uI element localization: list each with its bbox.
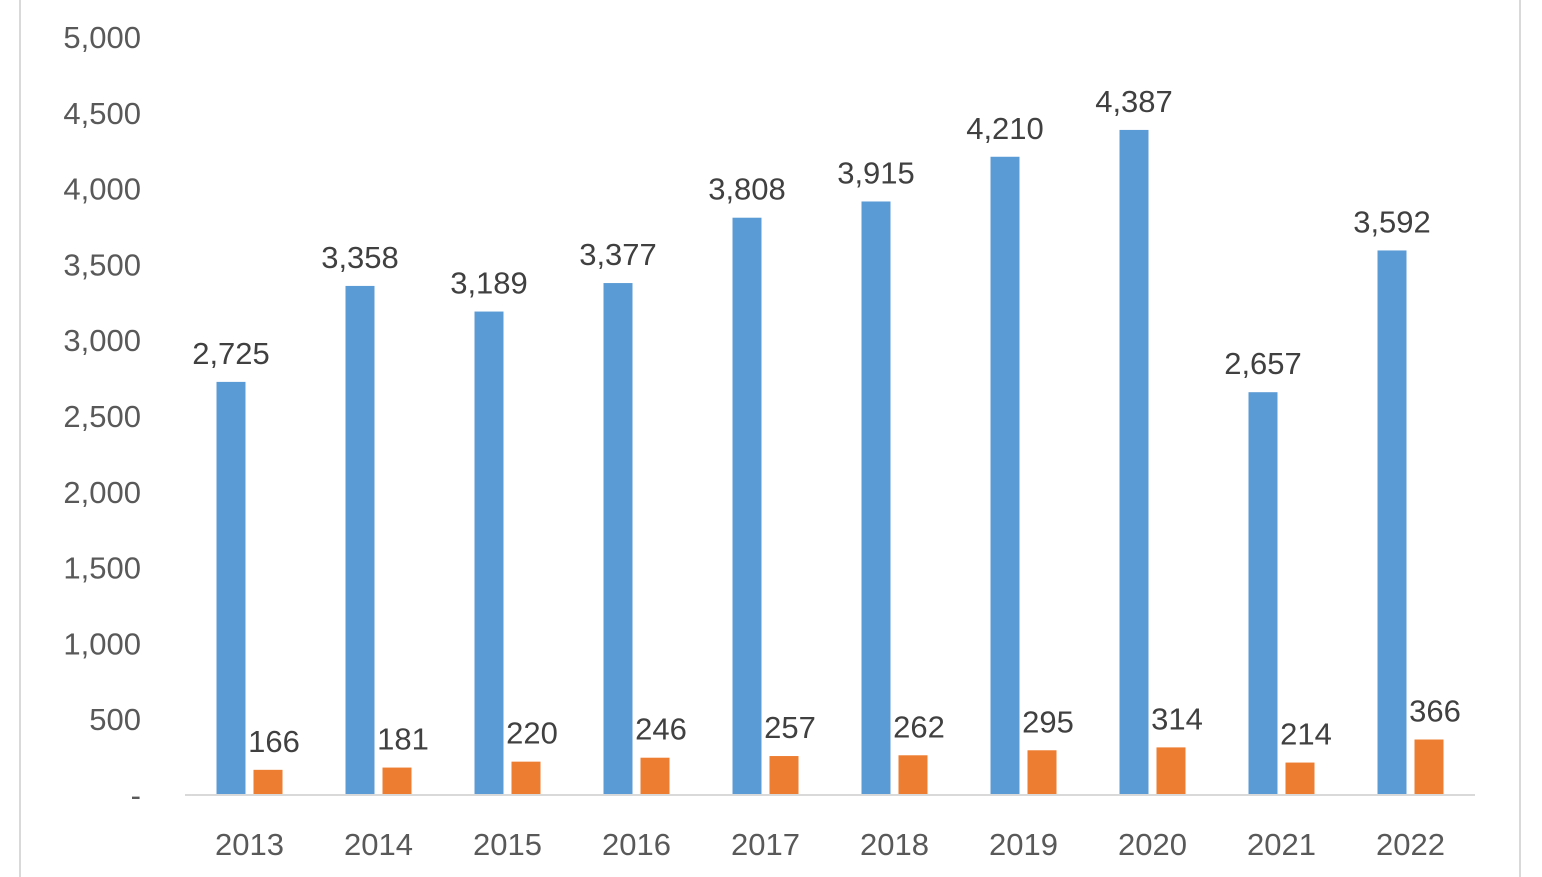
bar-series-1-2018 <box>861 201 891 796</box>
y-tick-label: 2,000 <box>63 475 141 510</box>
x-tick-label: 2022 <box>1376 827 1445 862</box>
x-axis-ticks: 2013 2014 2015 2016 2017 2018 2019 2020 2021 2022 <box>215 827 1445 862</box>
data-label-series-2-2017: 257 <box>764 710 816 745</box>
bar-series-1-2014 <box>345 285 375 795</box>
x-tick-label: 2018 <box>860 827 929 862</box>
bar-series-1-2021 <box>1248 392 1278 795</box>
bar-series-1-2017 <box>732 217 762 795</box>
bar-series-1-2016 <box>603 283 633 795</box>
x-tick-label: 2015 <box>473 827 542 862</box>
y-tick-label: 4,000 <box>63 172 141 207</box>
data-label-series-1-2022: 3,592 <box>1353 204 1431 239</box>
data-label-series-2-2020: 314 <box>1151 701 1203 736</box>
data-label-series-2-2022: 366 <box>1409 694 1461 729</box>
bar-series-1-2019 <box>990 156 1020 795</box>
bar-series-2-2015 <box>511 761 541 795</box>
x-tick-label: 2021 <box>1247 827 1316 862</box>
bar-series-2-2022 <box>1414 739 1444 795</box>
data-label-series-2-2021: 214 <box>1280 717 1332 752</box>
y-tick-label: 5,000 <box>63 20 141 55</box>
y-tick-label: 3,500 <box>63 247 141 282</box>
bars-group <box>216 129 1444 796</box>
data-label-series-2-2018: 262 <box>893 709 945 744</box>
bar-series-2-2016 <box>640 757 670 795</box>
bar-series-2-2019 <box>1027 750 1057 795</box>
y-tick-label: - <box>131 778 141 813</box>
y-tick-label: 1,000 <box>63 626 141 661</box>
bar-series-1-2015 <box>474 311 504 795</box>
bar-series-1-2022 <box>1377 250 1407 795</box>
bar-series-2-2017 <box>769 756 799 795</box>
y-tick-label: 3,000 <box>63 323 141 358</box>
y-tick-label: 500 <box>89 702 141 737</box>
y-tick-label: 1,500 <box>63 551 141 586</box>
x-tick-label: 2017 <box>731 827 800 862</box>
bar-series-2-2018 <box>898 755 928 795</box>
bar-series-2-2021 <box>1285 762 1315 795</box>
data-label-series-1-2018: 3,915 <box>837 155 915 190</box>
y-axis-ticks: - 500 1,000 1,500 2,000 2,500 3,000 3,500 4,000 4… <box>63 20 141 813</box>
data-label-series-1-2015: 3,189 <box>450 266 528 301</box>
x-tick-label: 2019 <box>989 827 1058 862</box>
data-label-series-1-2020: 4,387 <box>1095 84 1173 119</box>
y-tick-label: 2,500 <box>63 399 141 434</box>
data-label-series-2-2015: 220 <box>506 716 558 751</box>
data-label-series-1-2016: 3,377 <box>579 237 657 272</box>
data-label-series-1-2019: 4,210 <box>966 111 1044 146</box>
data-label-series-1-2013: 2,725 <box>192 336 270 371</box>
data-labels-group: 2,725 3,358 3,189 3,377 3,808 3,915 4,210 4,387… <box>192 84 1461 759</box>
bar-series-2-2020 <box>1156 747 1186 795</box>
y-tick-label: 4,500 <box>63 96 141 131</box>
x-tick-label: 2014 <box>344 827 413 862</box>
bar-series-1-2013 <box>216 381 246 795</box>
bar-series-1-2020 <box>1119 129 1149 796</box>
x-tick-label: 2016 <box>602 827 671 862</box>
data-label-series-2-2019: 295 <box>1022 704 1074 739</box>
data-label-series-2-2016: 246 <box>635 712 687 747</box>
x-tick-label: 2013 <box>215 827 284 862</box>
data-label-series-1-2021: 2,657 <box>1224 346 1302 381</box>
x-tick-label: 2020 <box>1118 827 1187 862</box>
data-label-series-2-2014: 181 <box>377 722 429 757</box>
data-label-series-1-2014: 3,358 <box>321 240 399 275</box>
bar-series-2-2014 <box>382 767 412 795</box>
data-label-series-1-2017: 3,808 <box>708 172 786 207</box>
bar-series-2-2013 <box>253 769 283 795</box>
data-label-series-2-2013: 166 <box>248 724 300 759</box>
